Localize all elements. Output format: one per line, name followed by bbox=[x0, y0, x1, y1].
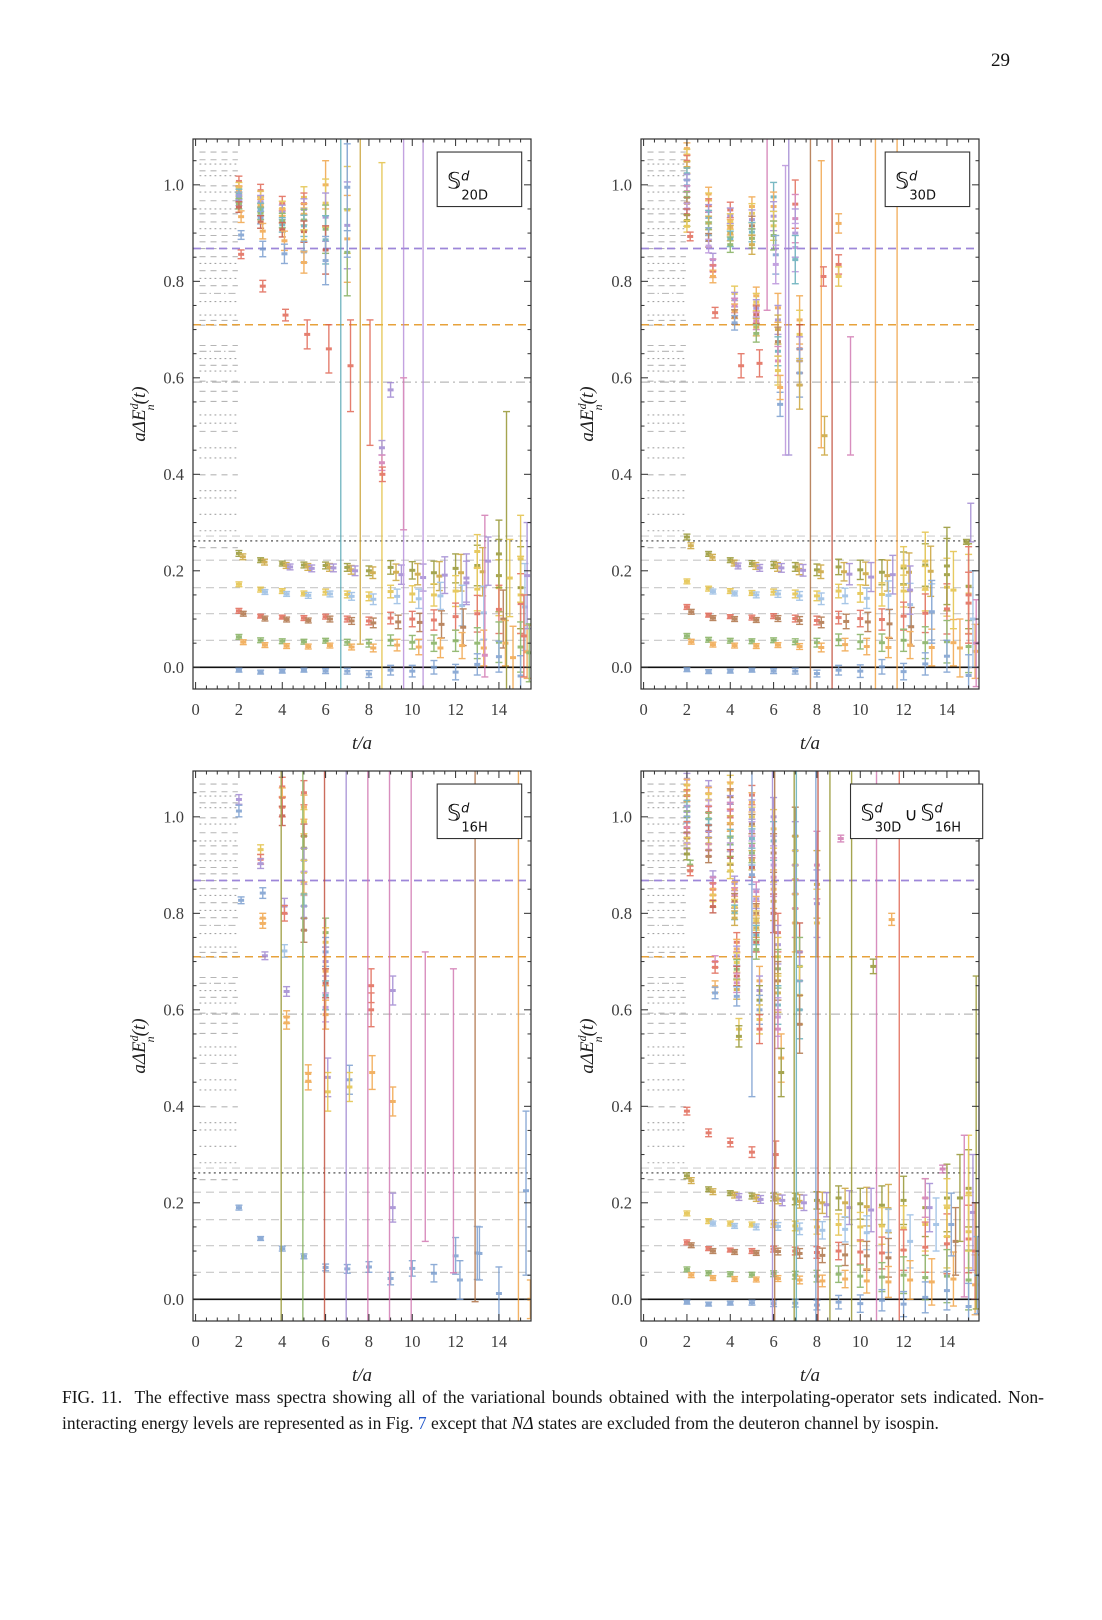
svg-text:t/a: t/a bbox=[352, 1365, 372, 1386]
svg-text:2: 2 bbox=[683, 700, 691, 719]
svg-text:0.6: 0.6 bbox=[611, 1000, 632, 1019]
svg-text:0.2: 0.2 bbox=[163, 561, 184, 580]
panel-S16H-chart: 0 2 4 6 8 10 12 14 0.0 0.2 0.4 0.6 0.8 1.0 t/a aΔEd n(t)… bbox=[127, 770, 532, 1386]
svg-text:0.6: 0.6 bbox=[163, 368, 184, 387]
svg-text:12: 12 bbox=[895, 1332, 912, 1351]
svg-text:12: 12 bbox=[447, 700, 464, 719]
svg-text:0.8: 0.8 bbox=[611, 904, 632, 923]
svg-text:1.0: 1.0 bbox=[163, 807, 184, 826]
svg-text:0.2: 0.2 bbox=[611, 1193, 632, 1212]
svg-text:4: 4 bbox=[278, 700, 286, 719]
svg-text:6: 6 bbox=[321, 700, 329, 719]
svg-text:t/a: t/a bbox=[800, 733, 820, 754]
svg-text:0.4: 0.4 bbox=[163, 1097, 184, 1116]
caption-label: FIG. 11. bbox=[62, 1387, 123, 1407]
svg-text:12: 12 bbox=[895, 700, 912, 719]
svg-text:6: 6 bbox=[769, 700, 777, 719]
svg-text:0.8: 0.8 bbox=[163, 904, 184, 923]
svg-text:t/a: t/a bbox=[800, 1365, 820, 1386]
svg-text:10: 10 bbox=[852, 700, 869, 719]
svg-text:1.0: 1.0 bbox=[163, 175, 184, 194]
svg-text:6: 6 bbox=[321, 1332, 329, 1351]
caption-nd-symbol: NΔ bbox=[511, 1413, 534, 1434]
svg-text:0.0: 0.0 bbox=[611, 1290, 632, 1309]
svg-text:0.0: 0.0 bbox=[163, 1290, 184, 1309]
svg-text:12: 12 bbox=[447, 1332, 464, 1351]
svg-text:0: 0 bbox=[191, 700, 199, 719]
fig-7-link[interactable]: 7 bbox=[417, 1413, 427, 1434]
svg-text:0.4: 0.4 bbox=[611, 1097, 632, 1116]
svg-text:0.6: 0.6 bbox=[163, 1000, 184, 1019]
svg-text:6: 6 bbox=[769, 1332, 777, 1351]
svg-text:8: 8 bbox=[365, 700, 373, 719]
svg-text:0.2: 0.2 bbox=[163, 1193, 184, 1212]
svg-text:0: 0 bbox=[191, 1332, 199, 1351]
svg-text:14: 14 bbox=[939, 1332, 956, 1351]
svg-text:4: 4 bbox=[726, 1332, 734, 1351]
page-number: 29 bbox=[991, 50, 1010, 71]
caption-text-2: except that bbox=[431, 1413, 508, 1434]
svg-text:0.8: 0.8 bbox=[163, 272, 184, 291]
svg-text:14: 14 bbox=[939, 700, 956, 719]
svg-text:4: 4 bbox=[278, 1332, 286, 1351]
svg-text:14: 14 bbox=[491, 700, 508, 719]
svg-text:0.6: 0.6 bbox=[611, 368, 632, 387]
svg-text:10: 10 bbox=[404, 700, 421, 719]
svg-text:1.0: 1.0 bbox=[611, 807, 632, 826]
svg-text:8: 8 bbox=[813, 700, 821, 719]
caption-text-3: states are excluded from the deuteron ch… bbox=[537, 1413, 939, 1434]
svg-text:2: 2 bbox=[235, 1332, 243, 1351]
svg-text:0.4: 0.4 bbox=[163, 465, 184, 484]
svg-text:0.8: 0.8 bbox=[611, 272, 632, 291]
svg-text:10: 10 bbox=[404, 1332, 421, 1351]
panel-S30D-chart: 0 2 4 6 8 10 12 14 0.0 0.2 0.4 0.6 0.8 1.0 t/a aΔEd n(t)… bbox=[575, 138, 980, 754]
svg-text:4: 4 bbox=[726, 700, 734, 719]
svg-text:2: 2 bbox=[235, 700, 243, 719]
svg-text:t/a: t/a bbox=[352, 733, 372, 754]
svg-text:0: 0 bbox=[639, 700, 647, 719]
svg-text:0.4: 0.4 bbox=[611, 465, 632, 484]
svg-text:1.0: 1.0 bbox=[611, 175, 632, 194]
svg-text:0: 0 bbox=[639, 1332, 647, 1351]
svg-text:0.0: 0.0 bbox=[163, 658, 184, 677]
svg-text:8: 8 bbox=[813, 1332, 821, 1351]
svg-text:2: 2 bbox=[683, 1332, 691, 1351]
svg-text:14: 14 bbox=[491, 1332, 508, 1351]
svg-text:8: 8 bbox=[365, 1332, 373, 1351]
svg-text:0.2: 0.2 bbox=[611, 561, 632, 580]
panel-S20D-chart: 0 2 4 6 8 10 12 14 0.0 0.2 0.4 0.6 0.8 1.0 t/a aΔEd n(t)… bbox=[127, 138, 532, 754]
panel-S30D-union-S16H-chart: 0 2 4 6 8 10 12 14 0.0 0.2 0.4 0.6 0.8 1.0 t/a aΔEd n(t)… bbox=[575, 770, 984, 1386]
svg-text:10: 10 bbox=[852, 1332, 869, 1351]
svg-text:0.0: 0.0 bbox=[611, 658, 632, 677]
caption-text-1: The effective mass spectra showing all o… bbox=[62, 1387, 1044, 1434]
figure-caption: FIG. 11. The effective mass spectra show… bbox=[62, 1384, 1044, 1437]
